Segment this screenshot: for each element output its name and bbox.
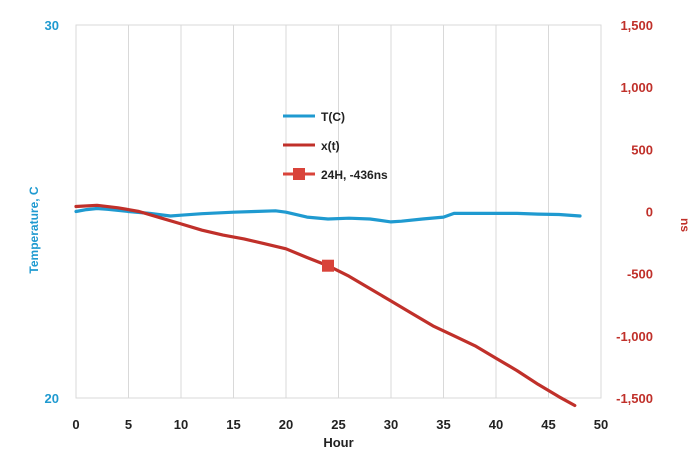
x-axis-title: Hour <box>323 435 353 450</box>
legend-label: 24H, -436ns <box>321 168 388 182</box>
y-right-tick-label: -500 <box>627 267 653 282</box>
axes: 0 5 10 15 20 25 30 35 40 45 50 20 30 1,500 1,000 500 0 -5… <box>27 18 692 450</box>
legend-label: x(t) <box>321 139 340 153</box>
y-right-axis-title: ns <box>678 218 692 232</box>
y-right-tick-label: -1,000 <box>616 329 653 344</box>
y-right-tick-label: -1,500 <box>616 391 653 406</box>
x-tick-label: 50 <box>594 417 608 432</box>
marker-point <box>322 259 334 272</box>
x-tick-label: 40 <box>489 417 503 432</box>
grid <box>75 24 602 399</box>
x-tick-label: 10 <box>174 417 188 432</box>
y-right-tick-label: 1,000 <box>620 80 653 95</box>
series-layer <box>74 203 582 408</box>
legend: T(C) x(t) 24H, -436ns <box>283 110 388 182</box>
x-tick-label: 15 <box>226 417 240 432</box>
legend-label: T(C) <box>321 110 345 124</box>
y-right-tick-label: 1,500 <box>620 18 653 33</box>
y-right-tick-label: 0 <box>646 205 653 220</box>
y-left-tick-label: 20 <box>45 391 59 406</box>
y-left-tick-label: 30 <box>45 18 59 33</box>
x-tick-label: 25 <box>331 417 345 432</box>
y-right-tick-label: 500 <box>631 142 653 157</box>
x-tick-label: 20 <box>279 417 293 432</box>
legend-marker <box>293 168 305 180</box>
y-left-axis-title: Temperature, C <box>27 186 41 273</box>
x-tick-label: 35 <box>436 417 450 432</box>
x-tick-label: 0 <box>72 417 79 432</box>
x-tick-label: 5 <box>125 417 132 432</box>
x-tick-label: 45 <box>541 417 555 432</box>
x-tick-label: 30 <box>384 417 398 432</box>
